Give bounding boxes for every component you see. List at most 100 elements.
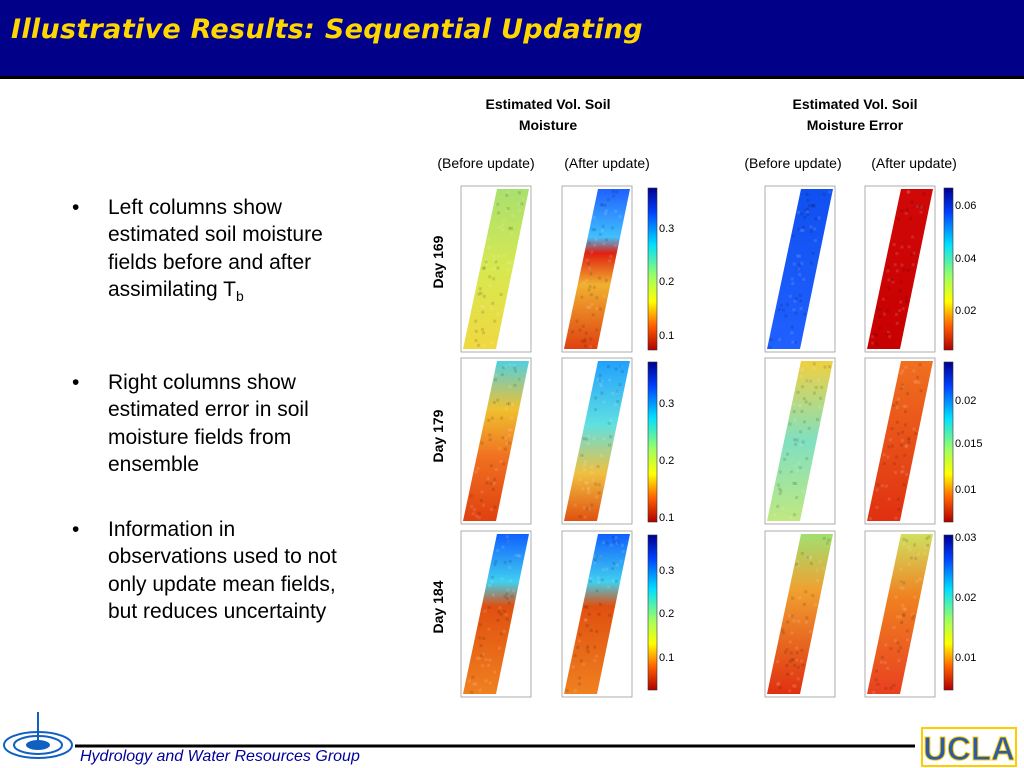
- bullet-text: Information in observations used to not …: [108, 518, 337, 623]
- map-pixel: [781, 308, 785, 312]
- map-pixel: [905, 444, 909, 448]
- map-pixel: [586, 644, 590, 648]
- map-pixel: [482, 503, 485, 507]
- map-pixel: [911, 617, 915, 621]
- map-pixel: [901, 369, 905, 373]
- map-pixel: [587, 488, 590, 492]
- map-pixel: [790, 472, 794, 476]
- map-pixel: [797, 267, 800, 271]
- map-pixel: [903, 620, 906, 624]
- map-pixel: [481, 331, 485, 335]
- colorbar-label: 0.06: [955, 200, 976, 212]
- colorbar-label: 0.2: [659, 276, 674, 288]
- map-pixel: [786, 303, 789, 307]
- map-pixel: [603, 212, 607, 216]
- map-pixel: [819, 396, 823, 400]
- map-pixel: [781, 507, 785, 510]
- map-pixel: [900, 321, 903, 325]
- map-pixel: [888, 335, 892, 339]
- map-pixel: [585, 507, 589, 511]
- map-pixel: [615, 391, 619, 395]
- map-pixel: [593, 228, 597, 232]
- map-pixel: [799, 443, 803, 447]
- map-pixel: [887, 445, 891, 449]
- map-pixel: [493, 563, 497, 567]
- map-pixel: [899, 586, 903, 590]
- map-pixel: [503, 609, 507, 613]
- map-pixel: [875, 669, 878, 673]
- map-pixel: [902, 614, 906, 618]
- map-pixel: [598, 373, 602, 377]
- map-pixel: [506, 261, 510, 265]
- map-pixel: [818, 405, 821, 409]
- map-pixel: [496, 398, 500, 402]
- map-pixel: [805, 210, 809, 214]
- map-pixel: [491, 254, 495, 258]
- map-pixel: [813, 227, 817, 231]
- map-pixel: [578, 639, 581, 643]
- map-pixel: [792, 308, 796, 312]
- map-pixel: [794, 341, 798, 344]
- map-pixel: [508, 579, 512, 583]
- map-pixel: [896, 432, 900, 436]
- map-pixel: [613, 244, 617, 248]
- soil-map: [564, 189, 630, 349]
- map-pixel: [576, 645, 580, 649]
- map-pixel: [588, 266, 592, 270]
- map-pixel: [593, 558, 597, 562]
- map-pixel: [586, 305, 590, 309]
- map-pixel: [596, 576, 600, 580]
- map-pixel: [776, 683, 780, 686]
- map-pixel: [599, 307, 602, 311]
- map-pixel: [507, 441, 511, 445]
- map-pixel: [885, 332, 889, 335]
- map-pixel: [875, 506, 879, 509]
- map-pixel: [876, 343, 879, 347]
- map-pixel: [578, 515, 582, 519]
- map-pixel: [894, 595, 898, 599]
- map-pixel: [587, 507, 591, 511]
- map-pixel: [907, 545, 911, 549]
- map-pixel: [823, 365, 827, 369]
- map-pixel: [923, 552, 927, 556]
- map-pixel: [510, 226, 513, 230]
- map-pixel: [586, 481, 590, 485]
- map-pixel: [605, 541, 609, 545]
- map-pixel: [508, 565, 511, 569]
- map-pixel: [590, 503, 594, 507]
- map-pixel: [892, 404, 896, 407]
- logo-box: [921, 727, 1017, 767]
- map-pixel: [487, 663, 491, 667]
- map-pixel: [499, 612, 503, 616]
- map-pixel: [878, 314, 882, 318]
- map-pixel: [796, 390, 800, 394]
- map-pixel: [792, 402, 796, 406]
- map-pixel: [587, 434, 590, 438]
- colorbar-label: 0.015: [955, 438, 983, 450]
- map-pixel: [586, 442, 590, 446]
- map-pixel: [600, 454, 603, 457]
- map-pixel: [792, 262, 796, 266]
- map-pixel: [502, 254, 506, 258]
- map-pixel: [817, 216, 821, 220]
- map-pixel: [894, 313, 898, 316]
- map-pixel: [874, 678, 878, 682]
- map-pixel: [799, 375, 803, 378]
- map-pixel: [578, 676, 582, 680]
- map-pixel: [505, 535, 509, 539]
- map-pixel: [485, 263, 488, 267]
- map-pixel: [476, 467, 480, 471]
- map-pixel: [778, 470, 782, 474]
- map-pixel: [597, 580, 601, 584]
- map-pixel: [480, 654, 484, 657]
- map-pixel: [884, 686, 888, 690]
- map-pixel: [788, 640, 792, 644]
- map-pixel: [505, 402, 509, 405]
- map-pixel: [608, 613, 612, 617]
- map-pixel: [616, 540, 620, 544]
- map-pixel: [769, 338, 773, 342]
- map-pixel: [778, 487, 782, 491]
- map-pixel: [487, 627, 491, 631]
- map-pixel: [890, 427, 894, 431]
- map-pixel: [600, 384, 604, 388]
